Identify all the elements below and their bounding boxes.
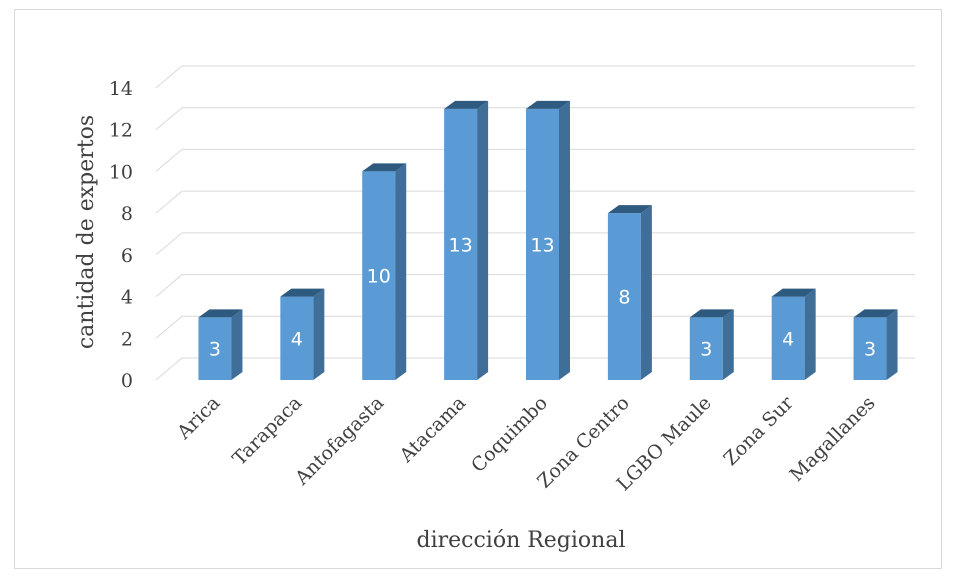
bar	[526, 100, 570, 380]
bar-side	[886, 309, 898, 380]
bar-top	[771, 288, 816, 297]
gridline	[155, 190, 915, 214]
bar-top	[198, 309, 243, 318]
gridline	[155, 232, 915, 256]
gridline	[155, 357, 915, 381]
bar-top	[526, 100, 570, 109]
data-label: 3	[700, 339, 712, 361]
bar	[280, 288, 325, 380]
data-label: 10	[367, 266, 391, 288]
bar-front	[362, 171, 396, 380]
data-label: 4	[291, 328, 303, 350]
bar-front	[771, 296, 805, 380]
gridline	[155, 315, 915, 339]
bar	[853, 309, 898, 380]
x-tick-label: Zona Sur	[720, 391, 799, 470]
bar-top	[607, 205, 652, 214]
x-tick-label: Tarapaca	[228, 392, 306, 470]
bar-top	[280, 288, 325, 297]
bar	[607, 205, 652, 380]
bar-side	[231, 309, 243, 380]
bar-top	[853, 309, 898, 318]
gridline	[155, 274, 915, 297]
data-label: 3	[864, 339, 876, 361]
bar-side	[722, 309, 734, 380]
bars	[198, 100, 898, 380]
x-axis-label: dirección Regional	[416, 528, 625, 553]
gridlines	[155, 65, 915, 381]
data-label: 8	[618, 287, 630, 309]
bar-side	[559, 100, 570, 380]
bar-front	[526, 108, 559, 380]
data-label: 3	[209, 339, 221, 361]
bar-top	[689, 309, 734, 318]
x-tick-label: Atacama	[395, 392, 470, 467]
data-label: 13	[530, 234, 554, 256]
bar-top	[362, 163, 407, 172]
x-tick-label: Arica	[172, 392, 224, 444]
bar-side	[313, 288, 325, 380]
y-tick-label: 8	[121, 203, 133, 225]
bar-side	[640, 205, 652, 380]
bar-front	[607, 213, 641, 380]
y-tick-label: 2	[121, 328, 133, 350]
bar-front	[853, 317, 887, 380]
y-tick-label: 14	[109, 78, 133, 100]
y-tick-label: 4	[121, 287, 133, 309]
bar-side	[477, 100, 489, 380]
x-tick-label: Coquimbo	[467, 392, 552, 477]
data-labels: 3 4 10 13 13 8 3 4 3	[209, 234, 876, 360]
y-tick-label: 6	[121, 245, 133, 267]
data-label: 13	[449, 234, 473, 256]
data-label: 4	[782, 328, 794, 350]
gridline	[155, 107, 915, 131]
bar	[444, 100, 489, 380]
bar	[771, 288, 816, 380]
bar-front	[198, 317, 232, 380]
x-tick-label: Magallanes	[786, 392, 880, 486]
y-axis-label: cantidad de expertos	[74, 115, 99, 349]
bar-side	[395, 163, 407, 380]
y-tick-label: 10	[109, 161, 133, 183]
bar-side	[804, 288, 816, 380]
y-tick-label: 0	[121, 370, 133, 392]
y-tick-label: 12	[109, 120, 133, 142]
bar-front	[444, 108, 478, 380]
bar-top	[444, 100, 489, 109]
y-axis-ticks: 0 2 4 6 8 10 12 14	[109, 78, 133, 392]
bar-front	[689, 317, 723, 380]
gridline	[155, 65, 915, 89]
bar-front	[280, 296, 314, 380]
bar	[689, 309, 734, 380]
bar	[198, 309, 243, 380]
gridline	[155, 148, 915, 172]
bar	[362, 163, 407, 380]
